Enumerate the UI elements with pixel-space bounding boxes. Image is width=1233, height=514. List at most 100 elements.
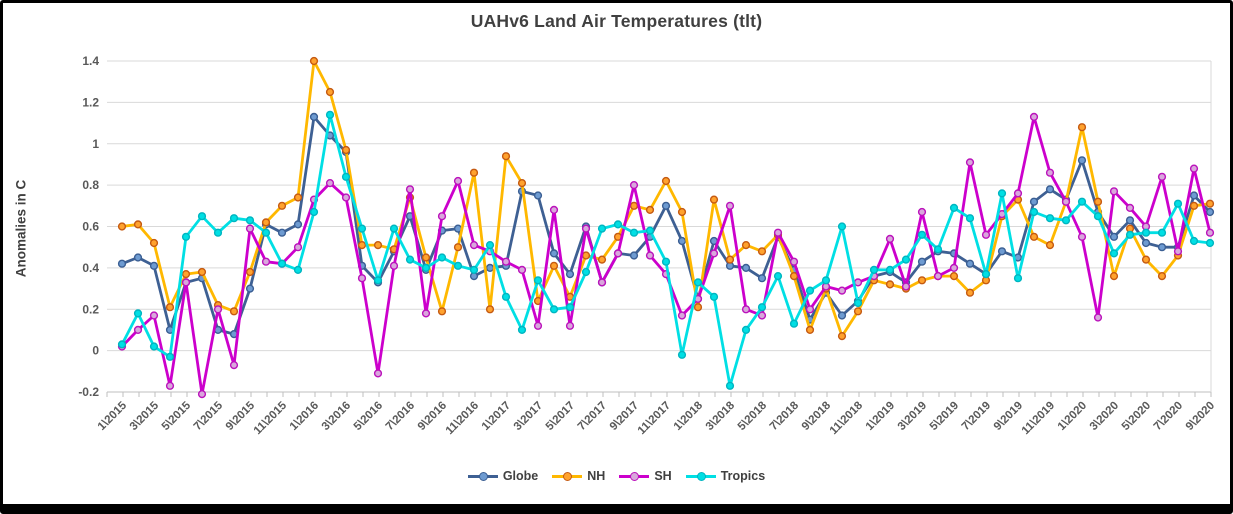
tropics-marker [213, 228, 223, 237]
nh-marker [661, 176, 671, 186]
y-tick-label: 0.6 [82, 220, 99, 234]
tropics-marker [229, 214, 239, 223]
tropics-marker [485, 241, 495, 250]
tropics-marker [741, 325, 751, 335]
tropics-marker [917, 230, 927, 239]
nh-marker [341, 145, 351, 155]
tropics-marker [965, 214, 975, 223]
legend-item-nh: NH [552, 469, 605, 483]
tropics-marker [501, 292, 511, 301]
legend: Globe NH SH Tropics [3, 469, 1230, 483]
tropics-marker [837, 222, 847, 231]
sh-marker [469, 241, 479, 250]
nh-marker [1045, 241, 1055, 250]
globe-marker [117, 259, 127, 268]
tropics-marker [149, 342, 159, 351]
x-tick-label: 1\2015 [96, 399, 130, 433]
x-tick-label: 3\2016 [320, 400, 353, 433]
x-tick-label: 3\2019 [896, 400, 929, 433]
nh-marker [261, 218, 271, 227]
globe-marker [293, 220, 303, 229]
sh-marker [1077, 232, 1087, 241]
x-tick-label: 1\2019 [864, 400, 897, 433]
nh-marker [165, 303, 175, 312]
sh-marker [981, 230, 991, 239]
tropics-marker [997, 189, 1007, 198]
series-globe [117, 112, 1215, 339]
tropics-marker [293, 265, 303, 275]
nh-marker [453, 243, 463, 252]
sh-marker [389, 261, 399, 270]
sh-marker [1109, 187, 1119, 196]
x-tick-label: 11\2015 [252, 399, 290, 437]
x-tick-label: 11\2019 [1020, 400, 1057, 437]
tropics-marker [885, 265, 895, 275]
tropics-marker [805, 286, 815, 295]
globe-marker [1141, 238, 1151, 248]
sh-marker [949, 263, 959, 273]
sh-marker [581, 224, 591, 233]
y-tick-label: -0.2 [78, 385, 99, 399]
tropics-marker [197, 212, 207, 221]
sh-marker [853, 278, 863, 287]
tropics-marker [581, 267, 591, 277]
nh-marker [1205, 199, 1215, 208]
x-tick-label: 7\2017 [576, 400, 609, 433]
sh-marker [837, 286, 847, 295]
sh-marker [341, 193, 351, 202]
x-tick-label: 7\2018 [768, 399, 802, 433]
sh-marker [1045, 168, 1055, 177]
tropics-marker [661, 257, 671, 266]
globe-marker [629, 251, 639, 260]
nh-marker [725, 255, 735, 264]
tropics-marker [853, 298, 863, 308]
tropics-marker [709, 292, 719, 301]
legend-label-globe: Globe [502, 469, 539, 483]
sh-marker [1061, 197, 1071, 206]
globe-marker [565, 270, 575, 279]
sh-marker [533, 321, 543, 330]
plot-area: -0.200.20.40.60.811.21.41\20153\20155\20… [78, 54, 1217, 437]
sh-line [120, 115, 1212, 396]
nh-marker [741, 241, 751, 250]
globe-marker [757, 274, 767, 283]
nh-marker [197, 267, 207, 277]
tropics-marker [517, 325, 527, 335]
sh-marker [261, 257, 271, 266]
nh-marker [485, 305, 495, 314]
nh-marker [693, 303, 703, 312]
globe-marker [133, 253, 143, 262]
sh-marker [501, 257, 511, 266]
x-tick-label: 5\2019 [928, 400, 961, 433]
nh-marker [229, 307, 239, 316]
x-tick-label: 1\2020 [1056, 400, 1089, 433]
tropics-marker [725, 381, 735, 390]
sh-marker [293, 243, 303, 252]
nh-marker [357, 241, 367, 250]
tropics-marker [469, 265, 479, 275]
chart-title: UAHv6 Land Air Temperatures (tlt) [470, 11, 763, 31]
globe-marker [677, 236, 687, 246]
tropics-marker [789, 319, 799, 328]
nh-marker [421, 253, 431, 262]
x-tick-label: 11\2017 [636, 400, 673, 437]
sh-marker [325, 179, 335, 188]
sh-marker [421, 309, 431, 318]
nh-marker [949, 272, 959, 281]
x-tick-label: 11\2016 [444, 400, 481, 437]
x-tick-label: 3\2020 [1088, 400, 1121, 433]
tropics-marker [389, 224, 399, 233]
sh-marker [757, 311, 767, 320]
tropics-marker [373, 276, 383, 285]
sh-marker [165, 381, 175, 390]
sh-marker [629, 181, 639, 190]
tropics-marker [165, 352, 175, 361]
nh-marker [501, 152, 511, 161]
sh-marker [1013, 189, 1023, 198]
legend-label-nh: NH [587, 469, 606, 483]
nh-marker [709, 195, 719, 204]
tropics-marker [869, 265, 879, 275]
globe-marker [661, 201, 671, 210]
legend-item-globe: Globe [467, 469, 539, 483]
